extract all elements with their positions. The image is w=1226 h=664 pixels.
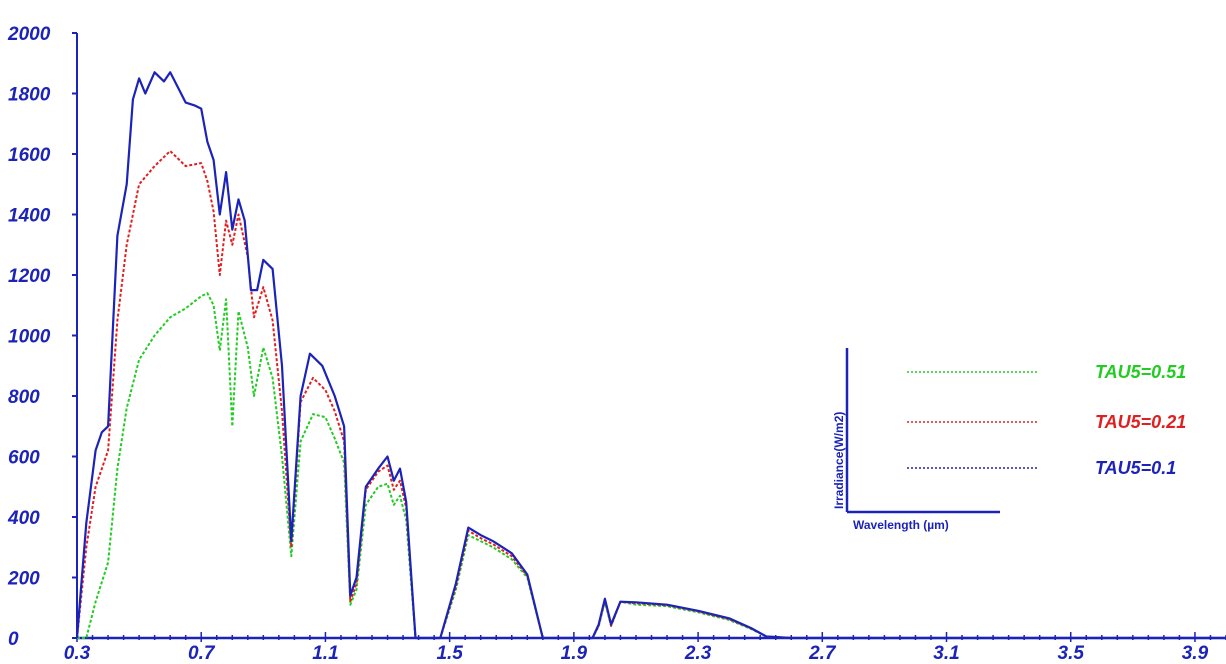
series-line <box>76 150 1226 639</box>
legend-label: TAU5=0.51 <box>1095 362 1186 382</box>
y-tick-label: 200 <box>7 569 40 590</box>
y-tick-label: 0 <box>8 629 19 650</box>
inset-ylabel: Irradiance(W/m2) <box>832 412 846 509</box>
x-tick-label: 1.9 <box>561 643 588 664</box>
series-lines <box>75 71 1226 640</box>
y-tick-label: 2000 <box>7 24 51 45</box>
y-tick-label: 1600 <box>8 145 51 166</box>
x-tick-label: 3.5 <box>1058 643 1085 664</box>
inset-axes: Irradiance(W/m2) Wavelength (µm) <box>832 348 1000 532</box>
x-tick-label: 3.9 <box>1182 643 1209 664</box>
y-tick-label: 1400 <box>8 206 51 227</box>
x-tick-label: 1.5 <box>436 643 463 664</box>
y-tick-label: 400 <box>7 508 40 529</box>
y-tick-label: 800 <box>8 387 40 408</box>
inset-xlabel: Wavelength (µm) <box>853 518 949 532</box>
y-tick-label: 1200 <box>8 266 51 287</box>
x-tick-label: 0.7 <box>188 643 216 664</box>
y-tick-label: 1000 <box>8 327 51 348</box>
x-tick-label: 1.1 <box>312 643 338 664</box>
y-tick-label: 600 <box>8 448 40 469</box>
series-line <box>75 71 1226 640</box>
legend-label: TAU5=0.1 <box>1095 458 1176 478</box>
x-tick-label: 2.3 <box>684 643 712 664</box>
legend: TAU5=0.51 TAU5=0.21 TAU5=0.1 <box>907 362 1186 478</box>
series-line <box>77 292 1226 639</box>
x-tick-label: 3.1 <box>933 643 959 664</box>
x-tick-label: 0.3 <box>64 643 91 664</box>
legend-label: TAU5=0.21 <box>1095 412 1186 432</box>
x-tick-label: 2.7 <box>808 643 837 664</box>
y-tick-label: 1800 <box>8 85 51 106</box>
x-tick-labels: 0.3 0.7 1.1 1.5 1.9 2.3 2.7 3.1 3.5 3.9 <box>64 632 1226 664</box>
